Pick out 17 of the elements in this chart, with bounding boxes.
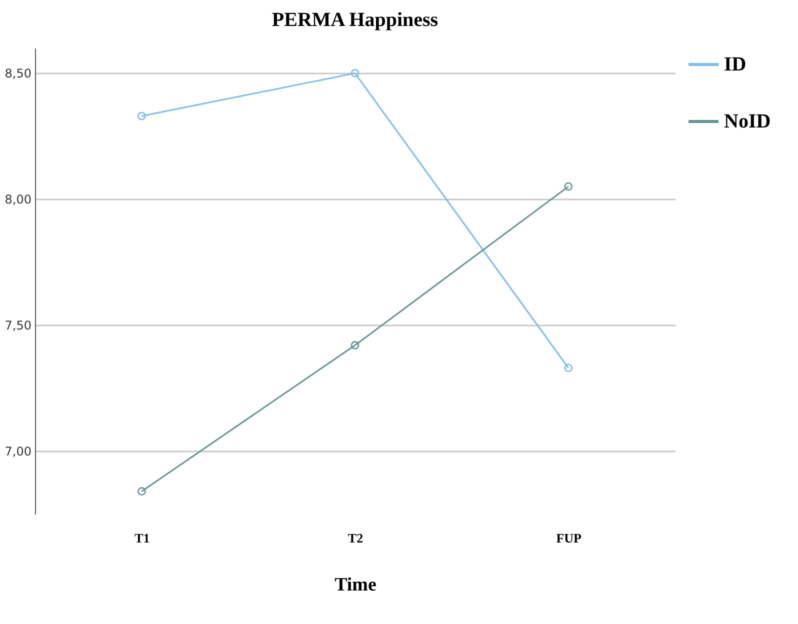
chart-title: PERMA Happiness <box>272 9 438 31</box>
point <box>350 341 360 350</box>
y-tick-label: 7,50 <box>4 318 32 333</box>
point <box>350 69 360 78</box>
y-tick-label: 8,00 <box>4 192 32 207</box>
point <box>137 487 146 496</box>
x-tick-label: FUP <box>556 530 582 546</box>
x-axis-title: Time <box>334 574 376 596</box>
point <box>137 112 146 120</box>
legend-label: ID <box>724 54 746 76</box>
x-tick-label: T2 <box>348 530 364 546</box>
point <box>564 182 573 191</box>
legend-label: NoID <box>724 110 771 132</box>
y-tick-label: 8,50 <box>4 66 32 81</box>
x-tick-label: T1 <box>134 530 150 546</box>
y-tick-label: 7,00 <box>4 444 32 459</box>
point <box>564 364 573 372</box>
